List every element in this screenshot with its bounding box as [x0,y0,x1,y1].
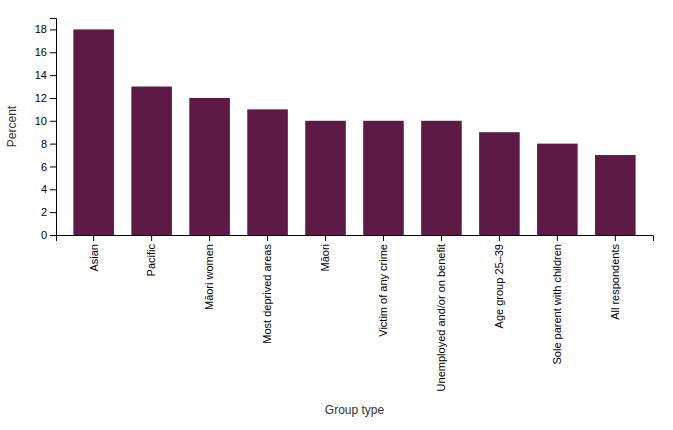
tick-label: 12 [35,92,47,104]
tick: Unemployed and/or on benefit [435,235,447,391]
tick-mark [50,235,56,236]
tick: 0 [41,229,56,241]
tick-label: 18 [35,23,47,35]
tick-label: Sole parent with children [551,244,563,364]
tick-mark [267,235,268,241]
bar [595,155,636,235]
tick-label: Most deprived areas [261,244,273,344]
tick: 16 [35,46,56,58]
tick: Sole parent with children [551,235,563,364]
tick: Asian [88,235,100,272]
tick: All respondents [609,235,621,320]
tick-mark [325,235,326,241]
tick: 6 [41,160,56,172]
tick-mark [93,235,94,241]
tick: 12 [35,92,56,104]
chart-container: 0 2 4 6 8 10 12 14 16 18 Asian Pacific Māori women Mo… [0,0,673,430]
tick-label: Māori women [203,244,215,310]
bar [363,121,404,235]
tick-label: Māori [319,244,331,272]
tick-mark [50,75,56,76]
bar [247,109,288,235]
tick: 14 [35,69,56,81]
bar [305,121,346,235]
tick-mark [50,29,56,30]
tick: 8 [41,138,56,150]
tick-label: 4 [41,183,47,195]
tick-mark [499,235,500,241]
tick-mark [50,166,56,167]
bar [73,29,114,235]
bar [479,132,520,235]
tick-mark [50,144,56,145]
tick: 2 [41,206,56,218]
y-axis: 0 2 4 6 8 10 12 14 16 18 [35,19,57,242]
tick: Māori [319,235,331,272]
tick-label: 16 [35,46,47,58]
tick-label: 6 [41,160,47,172]
bars [73,29,635,235]
tick-label: Victim of any crime [377,244,389,337]
axis-line [50,19,57,236]
tick-label: 2 [41,206,47,218]
tick-mark [441,235,442,241]
axis-line [57,236,654,242]
tick-label: Unemployed and/or on benefit [435,244,447,391]
tick-mark [383,235,384,241]
tick-mark [50,121,56,122]
x-axis-title: Group type [325,403,385,417]
tick: 10 [35,115,56,127]
tick-mark [615,235,616,241]
tick-mark [50,52,56,53]
tick-mark [151,235,152,241]
tick: Victim of any crime [377,235,389,337]
tick-label: Age group 25–39 [493,244,505,328]
tick: 4 [41,183,56,195]
tick-label: 0 [41,229,47,241]
bar [421,121,462,235]
tick-label: Asian [88,244,100,272]
bar [131,87,172,235]
bar [189,98,230,235]
tick-mark [50,98,56,99]
tick: Pacific [145,235,157,276]
bar [537,144,578,235]
tick-mark [209,235,210,241]
tick: Age group 25–39 [493,235,505,328]
tick: Most deprived areas [261,235,273,344]
tick: Māori women [203,235,215,310]
tick-label: 8 [41,138,47,150]
tick-mark [50,212,56,213]
y-axis-title: Percent [5,105,19,147]
tick-label: 10 [35,115,47,127]
tick-mark [557,235,558,241]
plot-area: 0 2 4 6 8 10 12 14 16 18 Asian Pacific Māori women Mo… [35,19,654,392]
tick-mark [50,189,56,190]
tick-label: Pacific [145,244,157,277]
x-axis: Asian Pacific Māori women Most deprived are… [57,235,654,391]
tick-label: 14 [35,69,47,81]
tick: 18 [35,23,56,35]
chart: 0 2 4 6 8 10 12 14 16 18 Asian Pacific Māori women Mo… [0,0,673,430]
tick-label: All respondents [609,244,621,320]
